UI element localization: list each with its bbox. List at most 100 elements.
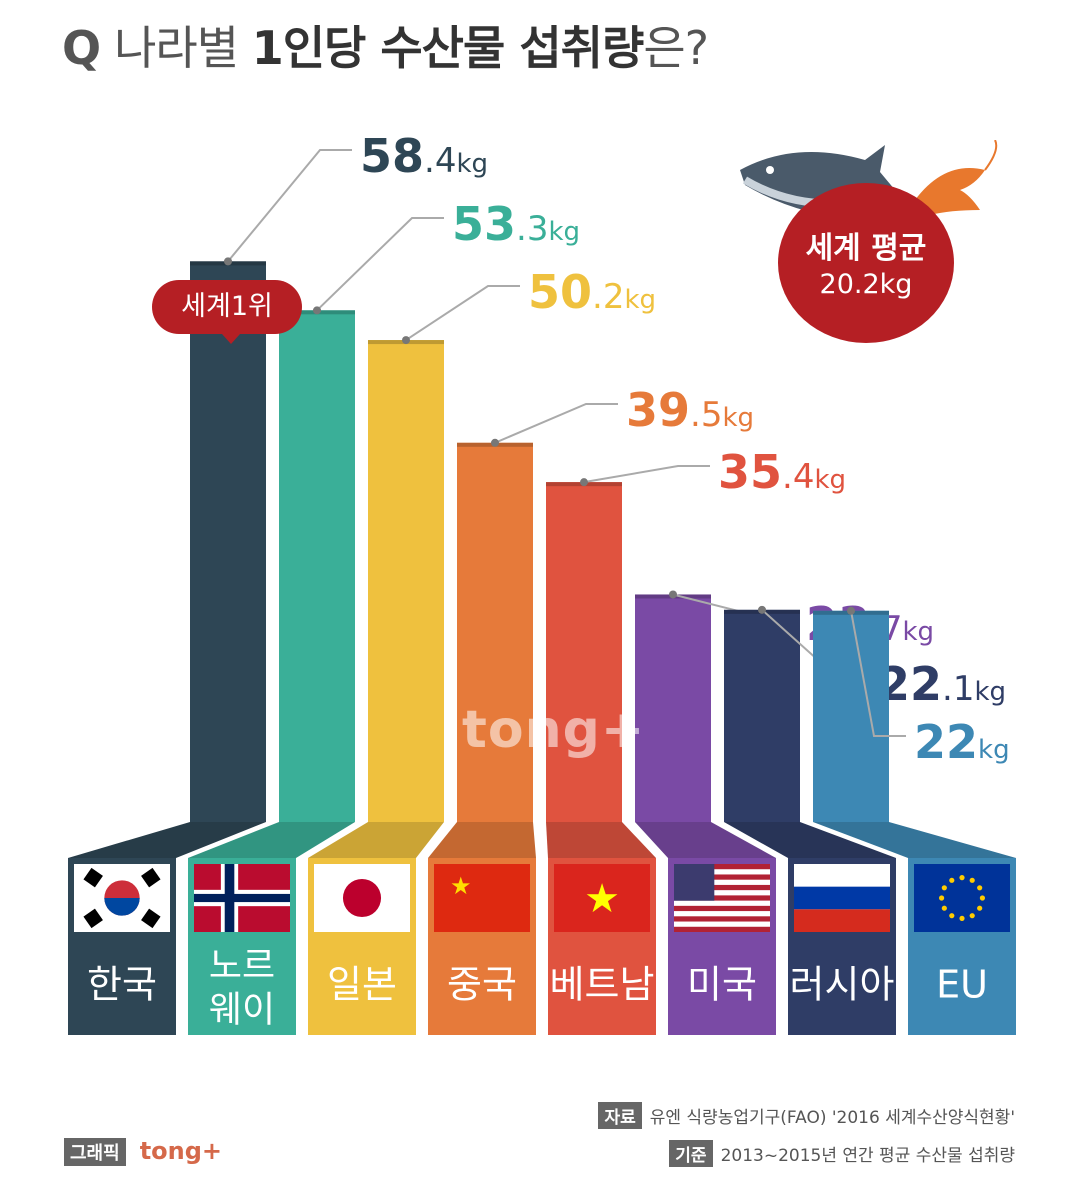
eu-star-7-2 bbox=[969, 913, 975, 919]
leader-dot-1 bbox=[313, 306, 321, 315]
category-label-1-0: 노르 bbox=[209, 946, 275, 987]
leader-dot-5 bbox=[669, 590, 677, 599]
credit-brand: tong+ bbox=[139, 1137, 223, 1165]
credit-tag: 그래픽 bbox=[64, 1138, 126, 1166]
korea-taeguk-blue-0 bbox=[104, 898, 140, 916]
russia-blue-6 bbox=[794, 886, 890, 910]
value-label-4: 35.4kg bbox=[718, 445, 846, 499]
eu-star-7-0 bbox=[979, 895, 986, 901]
eu-star-7-10 bbox=[969, 877, 975, 883]
title-bold: 1인당 수산물 섭취량 bbox=[251, 21, 645, 75]
eu-star-7-6 bbox=[939, 895, 945, 901]
basis-note: 기준 2013~2015년 연간 평균 수산물 섭취량 bbox=[669, 1140, 1015, 1167]
bar-0 bbox=[190, 261, 266, 822]
eu-star-7-1 bbox=[977, 905, 983, 911]
bar-7 bbox=[813, 610, 889, 822]
usa-stripe-5-3 bbox=[674, 895, 770, 901]
value-label-7: 22kg bbox=[914, 715, 1010, 769]
eu-star-7-4 bbox=[949, 913, 955, 919]
bar-2 bbox=[368, 340, 444, 822]
connector-6 bbox=[724, 822, 896, 858]
leader-dot-3 bbox=[491, 438, 499, 447]
usa-stripe-5-0 bbox=[674, 864, 770, 870]
bar-5 bbox=[635, 594, 711, 822]
leader-line-2 bbox=[405, 285, 520, 341]
leader-dot-7 bbox=[847, 606, 855, 615]
leader-line-1 bbox=[316, 217, 444, 312]
bar-6 bbox=[724, 609, 800, 822]
vietnam-star-4: ★ bbox=[584, 876, 620, 922]
world-average-value: 20.2kg bbox=[819, 269, 913, 300]
china-star-3: ★ bbox=[450, 872, 472, 900]
rank-badge: 세계1위 bbox=[152, 280, 302, 344]
category-label-3: 중국 bbox=[447, 963, 517, 1007]
category-label-1-1: 웨이 bbox=[209, 990, 275, 1031]
connector-7 bbox=[813, 822, 1016, 858]
connector-4 bbox=[546, 822, 656, 858]
category-label-6: 러시아 bbox=[790, 963, 895, 1007]
bar-3 bbox=[457, 442, 533, 822]
leader-line-0 bbox=[227, 149, 352, 262]
leader-dot-2 bbox=[402, 336, 410, 345]
watermark: tong+ bbox=[462, 700, 646, 760]
leader-line-3 bbox=[494, 403, 618, 444]
source-note: 자료 유엔 식량농업기구(FAO) '2016 세계수산양식현황' bbox=[598, 1102, 1015, 1129]
category-label-4: 베트남 bbox=[550, 963, 655, 1007]
value-label-2: 50.2kg bbox=[528, 265, 656, 319]
leader-dot-6 bbox=[758, 605, 766, 614]
value-label-0: 58.4kg bbox=[360, 129, 488, 183]
eu-star-7-9 bbox=[959, 875, 965, 881]
category-label-7: EU bbox=[936, 963, 988, 1007]
korea-trigram-0-0 bbox=[83, 867, 103, 888]
usa-canton-5 bbox=[674, 864, 715, 901]
category-label-2: 일본 bbox=[327, 963, 397, 1007]
connector-0 bbox=[68, 822, 266, 858]
eu-star-7-7 bbox=[941, 885, 947, 891]
japan-sun-2 bbox=[342, 878, 382, 918]
graphic-credit: 그래픽 tong+ bbox=[64, 1137, 222, 1166]
title-pre: 나라별 bbox=[114, 21, 252, 75]
eu-star-7-8 bbox=[949, 877, 955, 883]
leader-line-4 bbox=[583, 465, 710, 484]
eu-star-7-3 bbox=[959, 915, 965, 922]
source-tag: 자료 bbox=[598, 1102, 642, 1129]
korea-trigram-0-3 bbox=[141, 908, 161, 929]
title-post: 은? bbox=[643, 21, 709, 75]
korea-trigram-0-1 bbox=[141, 867, 161, 888]
usa-stripe-5-6 bbox=[674, 926, 770, 932]
usa-stripe-5-2 bbox=[674, 884, 770, 891]
connector-1 bbox=[188, 822, 355, 858]
connector-2 bbox=[308, 822, 444, 858]
eu-field-7 bbox=[914, 864, 1010, 932]
usa-stripe-5-5 bbox=[674, 916, 770, 922]
category-label-5: 미국 bbox=[687, 963, 757, 1007]
leader-dot-4 bbox=[580, 478, 588, 487]
category-label-0: 한국 bbox=[87, 963, 157, 1007]
norway-cross-h-1 bbox=[194, 893, 290, 903]
bar-4 bbox=[546, 482, 622, 822]
basis-text: 2013~2015년 연간 평균 수산물 섭취량 bbox=[720, 1146, 1015, 1166]
usa-stripe-5-4 bbox=[674, 905, 770, 912]
source-text: 유엔 식량농업기구(FAO) '2016 세계수산양식현황' bbox=[649, 1108, 1015, 1128]
connector-3 bbox=[428, 822, 536, 858]
leader-dot-0 bbox=[224, 257, 232, 266]
vietnam-field-4 bbox=[554, 864, 650, 932]
world-average-badge: 세계 평균 20.2kg bbox=[778, 183, 954, 343]
basis-tag: 기준 bbox=[669, 1140, 713, 1167]
korea-trigram-0-2 bbox=[83, 908, 103, 929]
russia-red-6 bbox=[794, 909, 890, 932]
bar-1 bbox=[279, 310, 355, 822]
value-label-1: 53.3kg bbox=[452, 197, 580, 251]
value-label-3: 39.5kg bbox=[626, 383, 754, 437]
page-title: Q 나라별 1인당 수산물 섭취량은? bbox=[62, 12, 709, 78]
china-field-3 bbox=[434, 864, 530, 932]
question-mark-label: Q bbox=[62, 21, 101, 75]
eu-star-7-5 bbox=[941, 905, 947, 911]
usa-stripe-5-1 bbox=[674, 874, 770, 880]
eu-star-7-11 bbox=[977, 885, 983, 891]
connector-5 bbox=[635, 822, 776, 858]
world-average-label: 세계 평균 bbox=[805, 231, 927, 266]
leader-line-7 bbox=[850, 610, 906, 737]
value-label-6: 22.1kg bbox=[878, 657, 1006, 711]
